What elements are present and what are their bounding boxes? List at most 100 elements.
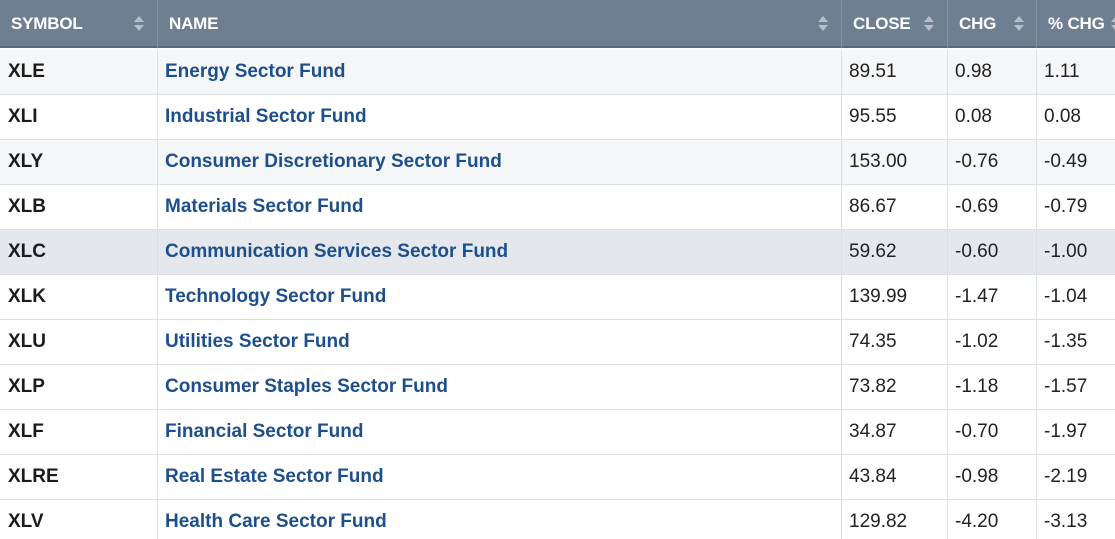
fund-name-link[interactable]: Energy Sector Fund xyxy=(165,61,346,82)
name-cell: Consumer Discretionary Sector Fund xyxy=(158,140,842,184)
pct-chg-cell: -2.19 xyxy=(1037,455,1115,499)
symbol-cell: XLC xyxy=(0,230,158,274)
symbol-cell: XLRE xyxy=(0,455,158,499)
name-cell: Consumer Staples Sector Fund xyxy=(158,365,842,409)
table-row: XLY Consumer Discretionary Sector Fund 1… xyxy=(0,140,1115,185)
fund-name-link[interactable]: Industrial Sector Fund xyxy=(165,106,367,127)
chg-cell: -0.69 xyxy=(948,185,1037,229)
pct-chg-value: -2.19 xyxy=(1044,466,1088,487)
chg-cell: -0.76 xyxy=(948,140,1037,184)
fund-name-link[interactable]: Materials Sector Fund xyxy=(165,196,364,217)
symbol-text: XLRE xyxy=(8,466,59,487)
symbol-cell: XLE xyxy=(0,50,158,94)
symbol-text: XLF xyxy=(8,421,44,442)
close-value: 43.84 xyxy=(849,466,897,487)
pct-chg-value: -1.57 xyxy=(1044,376,1088,397)
close-value: 86.67 xyxy=(849,196,897,217)
pct-chg-value: -1.04 xyxy=(1044,286,1088,307)
chg-cell: -4.20 xyxy=(948,500,1037,539)
column-header-symbol[interactable]: SYMBOL xyxy=(0,0,158,48)
name-cell: Financial Sector Fund xyxy=(158,410,842,454)
close-cell: 59.62 xyxy=(842,230,948,274)
column-header-chg-label: CHG xyxy=(959,14,997,33)
sort-icon xyxy=(818,15,828,33)
symbol-text: XLK xyxy=(8,286,46,307)
chg-value: -0.69 xyxy=(955,196,999,217)
chg-value: -1.18 xyxy=(955,376,999,397)
pct-chg-value: -1.00 xyxy=(1044,241,1088,262)
table-row: XLB Materials Sector Fund 86.67 -0.69 -0… xyxy=(0,185,1115,230)
column-header-close[interactable]: CLOSE xyxy=(842,0,948,48)
close-cell: 74.35 xyxy=(842,320,948,364)
close-value: 74.35 xyxy=(849,331,897,352)
table-row: XLF Financial Sector Fund 34.87 -0.70 -1… xyxy=(0,410,1115,455)
fund-name-link[interactable]: Communication Services Sector Fund xyxy=(165,241,509,262)
close-cell: 43.84 xyxy=(842,455,948,499)
column-header-name-label: NAME xyxy=(169,14,219,33)
pct-chg-cell: -3.13 xyxy=(1037,500,1115,539)
chg-cell: -0.70 xyxy=(948,410,1037,454)
chg-value: -0.60 xyxy=(955,241,999,262)
close-cell: 153.00 xyxy=(842,140,948,184)
symbol-cell: XLY xyxy=(0,140,158,184)
table-row: XLRE Real Estate Sector Fund 43.84 -0.98… xyxy=(0,455,1115,500)
symbol-cell: XLK xyxy=(0,275,158,319)
close-value: 34.87 xyxy=(849,421,897,442)
chg-value: -1.47 xyxy=(955,286,999,307)
name-cell: Energy Sector Fund xyxy=(158,50,842,94)
symbol-text: XLU xyxy=(8,331,46,352)
fund-name-link[interactable]: Consumer Staples Sector Fund xyxy=(165,376,448,397)
symbol-text: XLV xyxy=(8,511,44,532)
name-cell: Technology Sector Fund xyxy=(158,275,842,319)
pct-chg-cell: -1.35 xyxy=(1037,320,1115,364)
symbol-cell: XLP xyxy=(0,365,158,409)
symbol-cell: XLV xyxy=(0,500,158,539)
fund-name-link[interactable]: Financial Sector Fund xyxy=(165,421,364,442)
close-cell: 89.51 xyxy=(842,50,948,94)
pct-chg-cell: -1.97 xyxy=(1037,410,1115,454)
close-value: 73.82 xyxy=(849,376,897,397)
column-header-pct-chg[interactable]: % CHG xyxy=(1037,0,1115,48)
symbol-text: XLB xyxy=(8,196,46,217)
pct-chg-value: -0.49 xyxy=(1044,151,1088,172)
sort-icon xyxy=(134,15,144,33)
sort-icon xyxy=(1014,15,1024,33)
fund-name-link[interactable]: Consumer Discretionary Sector Fund xyxy=(165,151,502,172)
symbol-text: XLE xyxy=(8,61,45,82)
table-row: XLP Consumer Staples Sector Fund 73.82 -… xyxy=(0,365,1115,410)
close-value: 129.82 xyxy=(849,511,908,532)
close-cell: 95.55 xyxy=(842,95,948,139)
column-header-name[interactable]: NAME xyxy=(158,0,842,48)
symbol-text: XLC xyxy=(8,241,46,262)
pct-chg-value: -1.97 xyxy=(1044,421,1088,442)
sort-icon xyxy=(1111,15,1115,33)
close-value: 139.99 xyxy=(849,286,908,307)
fund-name-link[interactable]: Utilities Sector Fund xyxy=(165,331,350,352)
name-cell: Communication Services Sector Fund xyxy=(158,230,842,274)
column-header-pct-chg-label: % CHG xyxy=(1048,14,1105,33)
column-header-chg[interactable]: CHG xyxy=(948,0,1037,48)
name-cell: Utilities Sector Fund xyxy=(158,320,842,364)
symbol-text: XLP xyxy=(8,376,45,397)
close-value: 153.00 xyxy=(849,151,908,172)
chg-cell: -0.98 xyxy=(948,455,1037,499)
column-header-close-label: CLOSE xyxy=(853,14,911,33)
table-row: XLC Communication Services Sector Fund 5… xyxy=(0,230,1115,275)
table-row: XLV Health Care Sector Fund 129.82 -4.20… xyxy=(0,500,1115,539)
table-row: XLU Utilities Sector Fund 74.35 -1.02 -1… xyxy=(0,320,1115,365)
pct-chg-cell: -0.49 xyxy=(1037,140,1115,184)
symbol-text: XLI xyxy=(8,106,38,127)
fund-name-link[interactable]: Real Estate Sector Fund xyxy=(165,466,384,487)
symbol-cell: XLU xyxy=(0,320,158,364)
name-cell: Materials Sector Fund xyxy=(158,185,842,229)
chg-value: 0.98 xyxy=(955,61,992,82)
chg-cell: -0.60 xyxy=(948,230,1037,274)
symbol-cell: XLI xyxy=(0,95,158,139)
table-row: XLK Technology Sector Fund 139.99 -1.47 … xyxy=(0,275,1115,320)
column-header-symbol-label: SYMBOL xyxy=(11,14,83,33)
fund-name-link[interactable]: Technology Sector Fund xyxy=(165,286,387,307)
fund-name-link[interactable]: Health Care Sector Fund xyxy=(165,511,387,532)
name-cell: Health Care Sector Fund xyxy=(158,500,842,539)
chg-cell: -1.18 xyxy=(948,365,1037,409)
